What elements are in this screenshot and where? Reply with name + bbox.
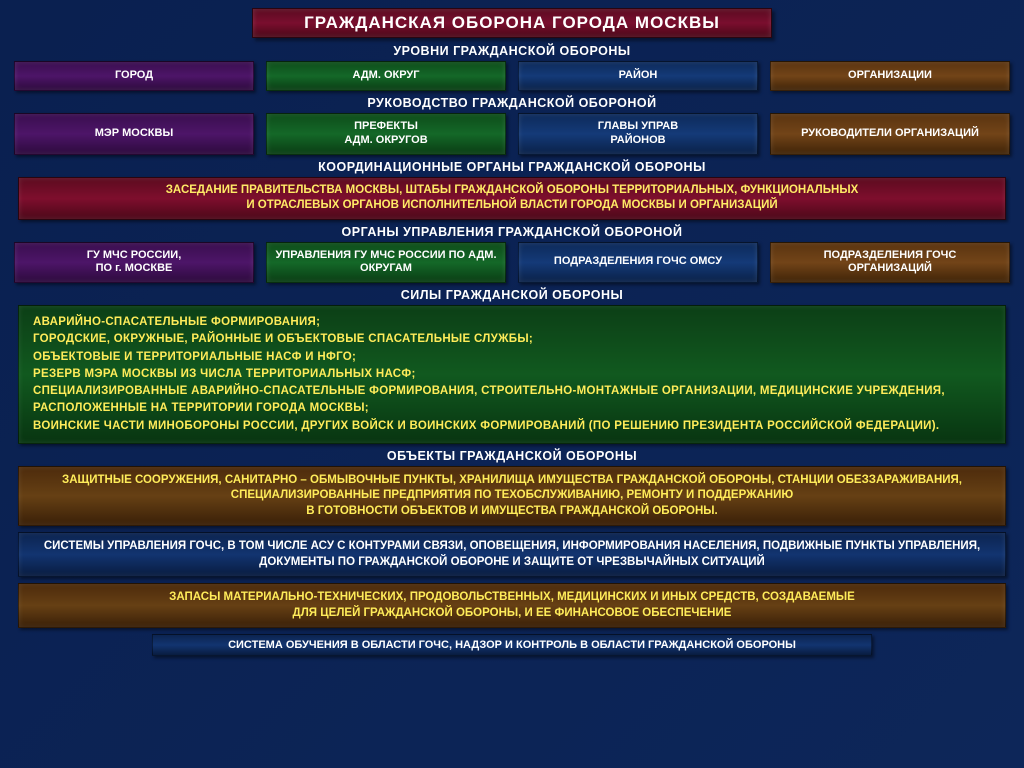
coord-label: КООРДИНАЦИОННЫЕ ОРГАНЫ ГРАЖДАНСКОЙ ОБОРО… (14, 160, 1010, 174)
mgmt-omsu: ПОДРАЗДЕЛЕНИЯ ГОЧС ОМСУ (518, 242, 758, 284)
mgmt-org: ПОДРАЗДЕЛЕНИЯ ГОЧСОРГАНИЗАЦИЙ (770, 242, 1010, 284)
levels-org: ОРГАНИЗАЦИИ (770, 61, 1010, 91)
coord-block: ЗАСЕДАНИЕ ПРАВИТЕЛЬСТВА МОСКВЫ, ШТАБЫ ГР… (18, 177, 1006, 220)
forces-block: АВАРИЙНО-СПАСАТЕЛЬНЫЕ ФОРМИРОВАНИЯ;ГОРОД… (18, 305, 1006, 444)
leader-mayor: МЭР МОСКВЫ (14, 113, 254, 155)
mgmt-upr: УПРАВЛЕНИЯ ГУ МЧС РОССИИ ПО АДМ. ОКРУГАМ (266, 242, 506, 284)
mgmt-label: ОРГАНЫ УПРАВЛЕНИЯ ГРАЖДАНСКОЙ ОБОРОНОЙ (14, 225, 1010, 239)
forces-label: СИЛЫ ГРАЖДАНСКОЙ ОБОРОНЫ (14, 288, 1010, 302)
leader-orghead: РУКОВОДИТЕЛИ ОРГАНИЗАЦИЙ (770, 113, 1010, 155)
main-title: ГРАЖДАНСКАЯ ОБОРОНА ГОРОДА МОСКВЫ (252, 8, 772, 38)
leadership-label: РУКОВОДСТВО ГРАЖДАНСКОЙ ОБОРОНОЙ (14, 96, 1010, 110)
leader-prefect: ПРЕФЕКТЫАДМ. ОКРУГОВ (266, 113, 506, 155)
levels-district: АДМ. ОКРУГ (266, 61, 506, 91)
mgmt-row: ГУ МЧС РОССИИ,ПО г. МОСКВЕ УПРАВЛЕНИЯ ГУ… (14, 242, 1010, 284)
levels-row: ГОРОД АДМ. ОКРУГ РАЙОН ОРГАНИЗАЦИИ (14, 61, 1010, 91)
training-block: СИСТЕМА ОБУЧЕНИЯ В ОБЛАСТИ ГОЧС, НАДЗОР … (152, 634, 872, 656)
levels-city: ГОРОД (14, 61, 254, 91)
objects-block: ЗАЩИТНЫЕ СООРУЖЕНИЯ, САНИТАРНО – ОБМЫВОЧ… (18, 466, 1006, 527)
leader-heads: ГЛАВЫ УПРАВРАЙОНОВ (518, 113, 758, 155)
levels-region: РАЙОН (518, 61, 758, 91)
mgmt-gumchs: ГУ МЧС РОССИИ,ПО г. МОСКВЕ (14, 242, 254, 284)
objects-label: ОБЪЕКТЫ ГРАЖДАНСКОЙ ОБОРОНЫ (14, 449, 1010, 463)
leadership-row: МЭР МОСКВЫ ПРЕФЕКТЫАДМ. ОКРУГОВ ГЛАВЫ УП… (14, 113, 1010, 155)
levels-label: УРОВНИ ГРАЖДАНСКОЙ ОБОРОНЫ (14, 44, 1010, 58)
systems-block: СИСТЕМЫ УПРАВЛЕНИЯ ГОЧС, В ТОМ ЧИСЛЕ АСУ… (18, 532, 1006, 577)
reserves-block: ЗАПАСЫ МАТЕРИАЛЬНО-ТЕХНИЧЕСКИХ, ПРОДОВОЛ… (18, 583, 1006, 628)
